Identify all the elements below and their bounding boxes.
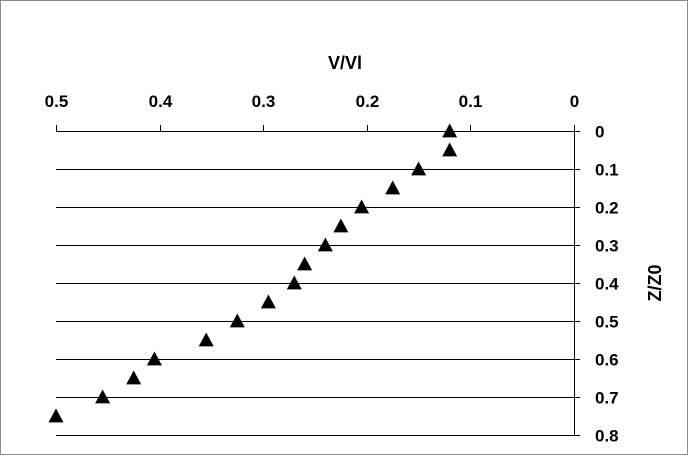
x-axis-title: V/Vl	[328, 53, 362, 73]
y-tick-label-2: 0.2	[595, 199, 619, 218]
gridlines	[56, 169, 574, 436]
data-point-0-8	[286, 275, 302, 290]
y-tick-label-7: 0.7	[595, 389, 619, 408]
y-tick-label-8: 0.8	[595, 427, 619, 446]
data-point-0-1	[442, 142, 458, 157]
data-point-0-5	[333, 218, 349, 233]
y-tick-label-5: 0.5	[595, 313, 619, 332]
x-tick-labels: 0.5 0.4 0.3 0.2 0.1 0	[45, 92, 580, 111]
y-tick-label-6: 0.6	[595, 351, 619, 370]
x-tick-label-5: 0	[570, 92, 579, 111]
y-tick-label-0: 0	[595, 123, 604, 142]
data-point-0-9	[260, 294, 276, 309]
y-tick-label-1: 0.1	[595, 161, 619, 180]
data-point-0-6	[317, 237, 333, 252]
x-tick-label-4: 0.1	[459, 92, 483, 111]
data-point-0-13	[126, 370, 142, 385]
x-tick-label-3: 0.2	[356, 92, 380, 111]
x-tick-label-1: 0.4	[149, 92, 173, 111]
y-tick-label-3: 0.3	[595, 237, 619, 256]
data-point-0-10	[229, 313, 245, 328]
axes: V/Vl Z/Z0	[56, 53, 665, 436]
x-tick-label-0: 0.5	[45, 92, 69, 111]
data-point-0-15	[48, 408, 64, 423]
data-point-0-0	[442, 123, 458, 138]
data-point-0-14	[95, 389, 111, 404]
data-point-0-7	[297, 256, 313, 271]
data-point-0-11	[198, 332, 214, 347]
y-tick-label-4: 0.4	[595, 275, 619, 294]
y-axis-title: Z/Z0	[645, 264, 665, 301]
data-point-0-2	[411, 161, 427, 176]
data-point-0-3	[385, 180, 401, 195]
data-point-0-12	[146, 351, 162, 366]
data-point-0-4	[354, 199, 370, 214]
y-tick-labels: 0 0.1 0.2 0.3 0.4 0.5 0.6 0.7 0.8	[595, 123, 619, 446]
x-tick-label-2: 0.3	[252, 92, 276, 111]
data-points	[48, 123, 458, 423]
